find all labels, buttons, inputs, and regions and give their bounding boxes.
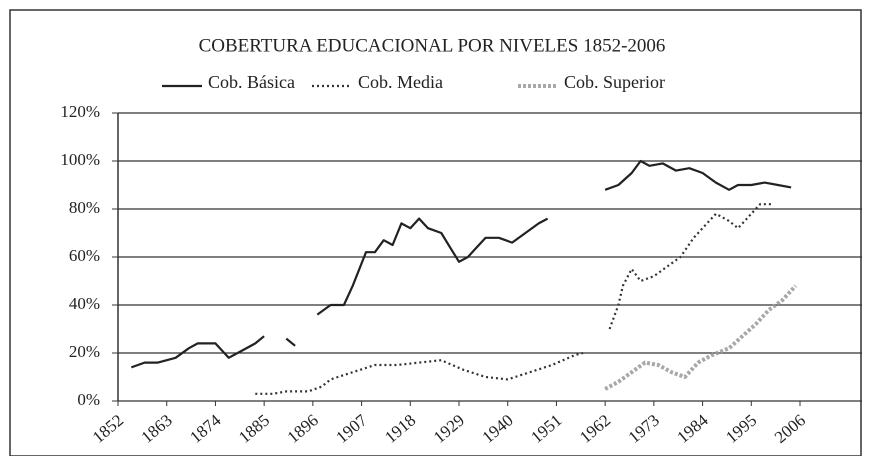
legend-label: Cob. Básica bbox=[208, 72, 295, 92]
series-line bbox=[604, 159, 792, 191]
chart-title: COBERTURA EDUCACIONAL POR NIVELES 1852-2… bbox=[199, 35, 666, 56]
x-tick-label: 1995 bbox=[722, 411, 760, 447]
x-tick-label: 1896 bbox=[284, 411, 322, 447]
chart-frame bbox=[9, 9, 862, 456]
legend-label: Cob. Superior bbox=[564, 72, 665, 92]
x-tick-label: 1885 bbox=[235, 411, 273, 447]
series-line bbox=[285, 337, 296, 347]
series-line bbox=[316, 217, 549, 316]
series-line bbox=[608, 203, 774, 330]
y-tick-label: 120% bbox=[60, 102, 100, 121]
y-tick-label: 60% bbox=[69, 246, 100, 265]
series-line bbox=[255, 351, 584, 395]
x-tick-label: 1874 bbox=[186, 410, 225, 447]
x-tick-label: 1951 bbox=[527, 411, 565, 447]
x-tick-label: 1863 bbox=[138, 411, 176, 447]
x-tick-label: 1918 bbox=[381, 411, 419, 447]
x-tick-label: 1852 bbox=[89, 411, 127, 447]
series-line bbox=[130, 335, 265, 369]
y-tick-label: 80% bbox=[69, 198, 100, 217]
y-tick-label: 40% bbox=[69, 294, 100, 313]
x-tick-label: 1984 bbox=[673, 410, 712, 447]
x-tick-label: 1907 bbox=[332, 410, 371, 447]
x-tick-label: 1929 bbox=[430, 411, 468, 447]
series-line bbox=[604, 284, 798, 391]
x-tick-label: 1962 bbox=[576, 411, 614, 447]
y-tick-label: 100% bbox=[60, 150, 100, 169]
x-tick-label: 1973 bbox=[625, 411, 663, 447]
x-tick-label: 1940 bbox=[479, 411, 517, 447]
x-tick-label: 2006 bbox=[771, 411, 809, 447]
legend-label: Cob. Media bbox=[358, 72, 443, 92]
y-tick-label: 20% bbox=[69, 342, 100, 361]
y-tick-label: 0% bbox=[77, 390, 100, 409]
